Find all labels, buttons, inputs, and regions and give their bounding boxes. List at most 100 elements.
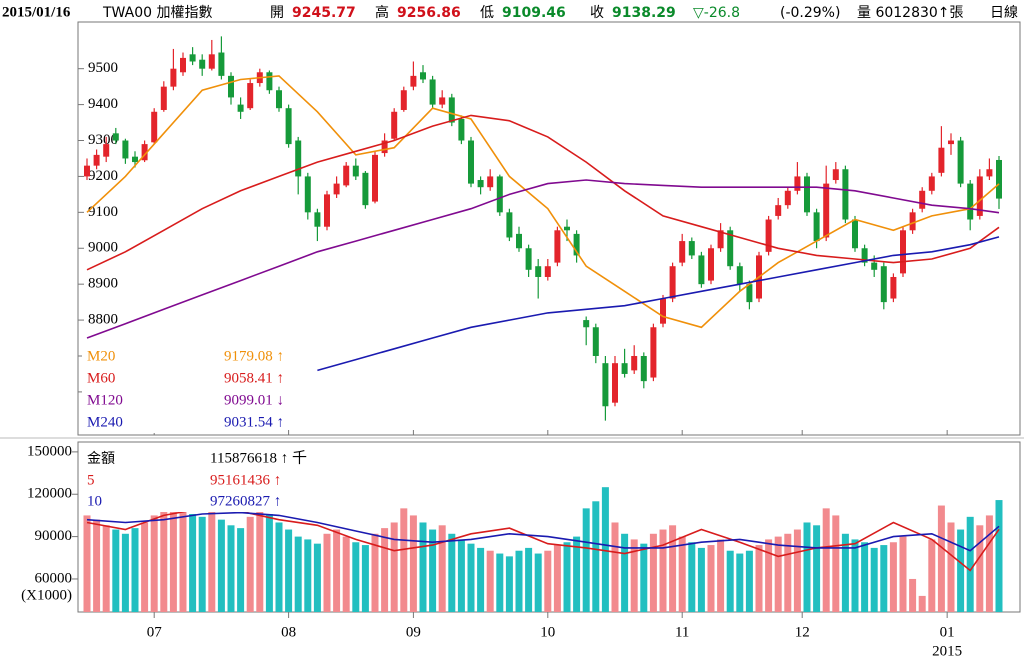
volume-bar: [429, 529, 437, 612]
candle-body: [592, 327, 599, 356]
volume-bar: [256, 508, 264, 612]
volume-bar: [870, 547, 878, 612]
candle-body: [112, 133, 119, 141]
volume-bar: [688, 542, 696, 612]
date: 2015/01/16: [2, 4, 71, 20]
candle-body: [602, 363, 609, 407]
candle-body: [468, 140, 474, 184]
candle-body: [900, 230, 906, 274]
candle-body: [976, 176, 983, 216]
candle-body: [669, 266, 676, 299]
candle-body: [967, 183, 974, 220]
candle-body: [996, 159, 1002, 199]
volume-bar: [83, 515, 91, 612]
candle-body: [103, 144, 110, 157]
legend-value: 9099.01 ↓: [224, 392, 284, 408]
candle-body: [986, 169, 993, 177]
legend-name: M240: [87, 414, 123, 430]
ma-line: [86, 511, 1000, 552]
field-label: 開: [270, 5, 284, 21]
volume-bar: [832, 515, 840, 612]
volume-bar: [553, 545, 561, 612]
volume-bar: [304, 539, 312, 612]
volume-bar: [937, 505, 945, 612]
volume-bar: [515, 550, 523, 612]
volume-bar: [707, 545, 715, 612]
candle-body: [362, 172, 369, 206]
volume-bar: [601, 487, 609, 612]
candle-body: [199, 59, 206, 69]
candle-body: [477, 180, 484, 188]
volume-total: 量 6012830↑張: [857, 5, 964, 21]
x-tick-label: 08: [281, 624, 296, 640]
volume-bar: [371, 533, 379, 612]
candle-body: [919, 190, 926, 209]
volume-bar: [841, 533, 849, 612]
candle-body: [189, 54, 196, 62]
legend-value: 95161436 ↑: [210, 472, 281, 488]
candle-body: [717, 230, 724, 249]
candle-body: [410, 75, 417, 87]
candle-body: [736, 266, 743, 285]
candle-body: [458, 118, 465, 141]
y-tick-label: 9400: [88, 96, 118, 112]
candle-body: [813, 212, 820, 242]
volume-bar: [861, 542, 869, 612]
y-unit: (X1000): [21, 587, 72, 603]
legend-name: M120: [87, 392, 123, 408]
candle-body: [861, 248, 868, 263]
candle-body: [583, 320, 590, 328]
legend-name: M20: [87, 348, 115, 364]
y-tick-label: 60000: [35, 570, 73, 586]
volume-bar: [592, 501, 600, 612]
x-tick-label: 11: [675, 624, 689, 640]
volume-bar: [995, 500, 1003, 612]
y-tick-label: 9200: [88, 168, 118, 184]
period: 日線: [990, 5, 1018, 21]
symbol: TWA00 加權指數: [102, 5, 212, 21]
candle-body: [151, 111, 158, 143]
volume-bar: [947, 522, 955, 612]
candle-body: [880, 266, 887, 303]
legend-name: 10: [87, 493, 102, 509]
candle-body: [343, 165, 350, 186]
volume-bar: [544, 550, 552, 612]
field-label: 高: [375, 4, 389, 21]
change-pct: (-0.29%): [780, 5, 840, 21]
field-label: 收: [590, 5, 604, 21]
volume-bar: [899, 536, 907, 612]
legend-value: 97260827 ↑: [210, 493, 281, 509]
y-tick-label: 8800: [88, 312, 118, 328]
candle-body: [180, 57, 186, 73]
candle-body: [804, 176, 810, 213]
candle-body: [516, 233, 522, 249]
y-tick-label: 9300: [88, 132, 118, 148]
candle-body: [218, 52, 225, 76]
field-label: 低: [480, 5, 494, 21]
volume-bar: [918, 595, 926, 612]
volume-bar: [803, 522, 811, 612]
volume-bar: [179, 505, 187, 612]
volume-bar: [889, 542, 897, 612]
candle-body: [554, 230, 561, 263]
candle-body: [266, 72, 273, 91]
volume-bar: [784, 533, 792, 612]
candle-body: [93, 154, 100, 166]
candle-body: [333, 183, 340, 195]
volume-bar: [121, 533, 129, 612]
candle-body: [544, 266, 551, 277]
candle-body: [890, 276, 897, 299]
volume-bar: [745, 550, 753, 612]
legend-name: 金額: [87, 451, 115, 467]
candle-body: [429, 79, 436, 105]
candle-body: [794, 176, 801, 191]
candle-body: [573, 233, 580, 256]
volume-bar: [957, 529, 965, 612]
candle-body: [564, 226, 570, 231]
candle-body: [285, 108, 292, 145]
field-value: 9109.46: [502, 5, 566, 21]
volume-bar: [333, 529, 341, 612]
candle-body: [439, 97, 446, 105]
volume-bar: [813, 525, 821, 612]
volume-bar: [573, 536, 581, 612]
